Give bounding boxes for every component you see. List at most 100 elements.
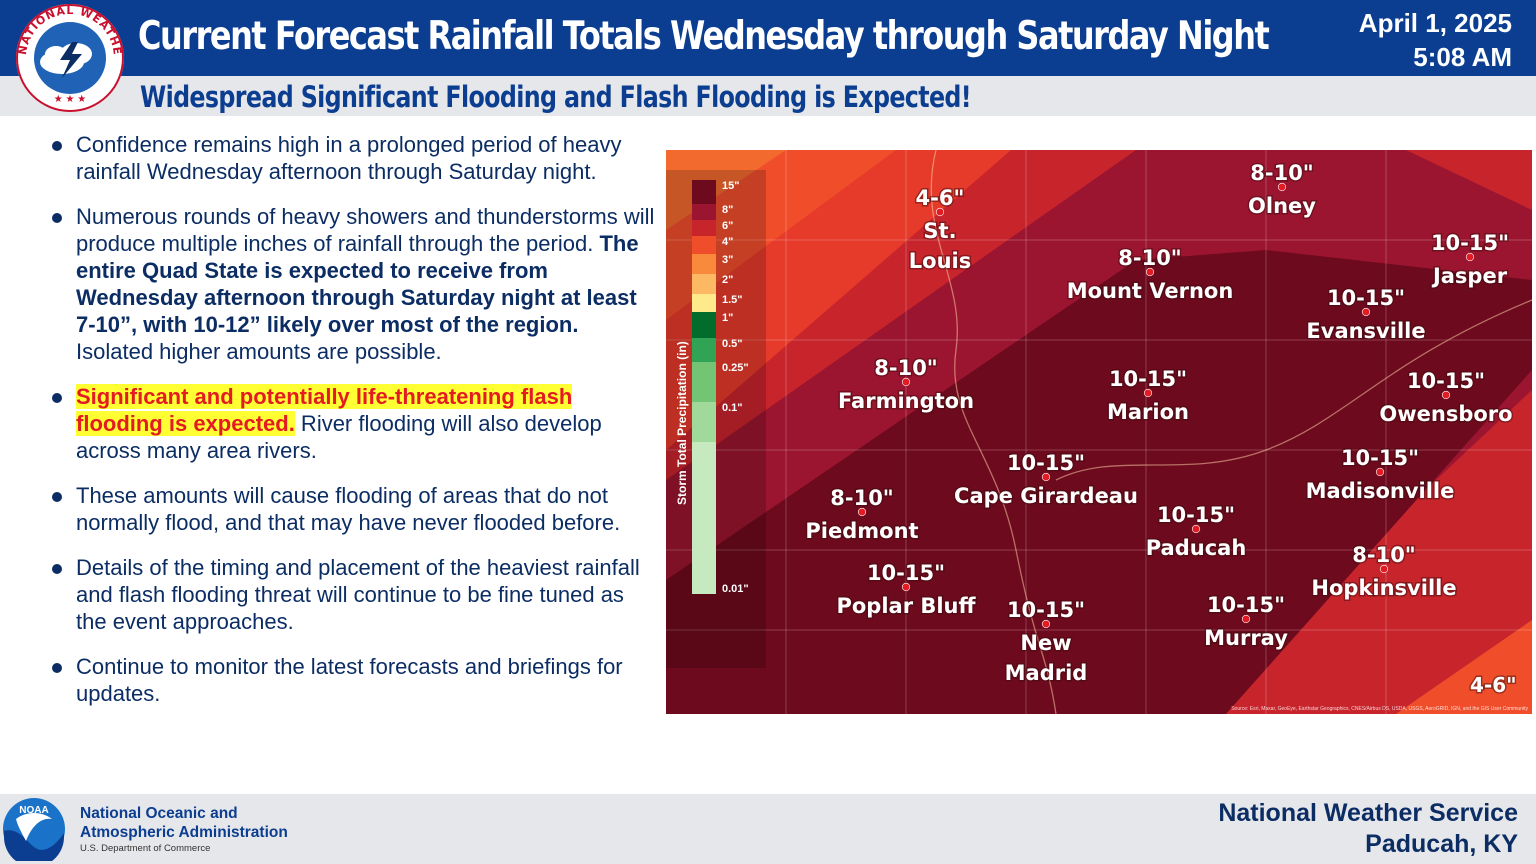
bullet-text: Details of the timing and placement of t… bbox=[76, 555, 640, 634]
city-name: Olney bbox=[1248, 194, 1316, 218]
bullet-dot-icon bbox=[52, 663, 62, 673]
noaa-logo-text: NOAA bbox=[19, 805, 48, 816]
city-name: Madrid bbox=[1005, 661, 1088, 685]
bullet-text: Continue to monitor the latest forecasts… bbox=[76, 654, 623, 706]
bullet-text: River flooding will also develop across … bbox=[76, 411, 602, 463]
city-marker: 8-10" Piedmont bbox=[804, 485, 920, 545]
city-marker: 10-15" Murray bbox=[1203, 592, 1290, 652]
city-dot-icon bbox=[901, 582, 911, 592]
city-marker: 8-10" Hopkinsville bbox=[1310, 542, 1458, 602]
city-rainfall-amount: 8-10" bbox=[830, 486, 894, 510]
city-name: Marion bbox=[1107, 400, 1189, 424]
city-marker: 4-6" St. Louis bbox=[907, 185, 972, 275]
legend-tick-label: 2" bbox=[722, 274, 733, 286]
legend-tick-label: 4" bbox=[722, 236, 733, 248]
city-dot-icon bbox=[935, 207, 945, 217]
city-name: Louis bbox=[909, 249, 971, 273]
bullet-dot-icon bbox=[52, 492, 62, 502]
legend-tick-label: 0.01" bbox=[722, 583, 749, 595]
city-rainfall-amount: 10-15" bbox=[1327, 286, 1405, 310]
city-rainfall-amount: 4-6" bbox=[916, 186, 965, 210]
office-line1: National Weather Service bbox=[1218, 799, 1518, 827]
issue-datetime: April 1, 2025 5:08 AM bbox=[1359, 6, 1512, 74]
city-rainfall-amount: 10-15" bbox=[867, 561, 945, 585]
header-bar bbox=[0, 0, 1536, 76]
legend-swatch bbox=[692, 274, 716, 294]
legend-swatch bbox=[692, 362, 716, 402]
precip-legend: 15" 8" 6" 4" 3" 2" 1.5" 1" 0.5" 0.25" 0.1" 0.01" St… bbox=[666, 170, 766, 668]
city-marker: 10-15" Marion bbox=[1105, 366, 1190, 426]
city-name: Farmington bbox=[838, 389, 974, 413]
footer-bar bbox=[0, 794, 1536, 864]
nws-logo-icon: NATIONAL WEATHER SERVICE ★ ★ ★ bbox=[12, 2, 124, 112]
legend-tick-label: 15" bbox=[722, 180, 739, 192]
legend-tick-label: 8" bbox=[722, 204, 733, 216]
legend-swatch bbox=[692, 294, 716, 312]
city-marker: 10-15" New Madrid bbox=[1003, 597, 1089, 687]
city-marker: 10-15" Paducah bbox=[1144, 502, 1248, 562]
city-dot-icon bbox=[1041, 472, 1051, 482]
city-dot-icon bbox=[1241, 614, 1251, 624]
rainfall-map: 15" 8" 6" 4" 3" 2" 1.5" 1" 0.5" 0.25" 0.1" 0.01" St… bbox=[666, 150, 1532, 714]
noaa-name-line2: Atmospheric Administration bbox=[80, 824, 288, 841]
city-rainfall-amount: 10-15" bbox=[1341, 446, 1419, 470]
city-marker: 8-10" Mount Vernon bbox=[1065, 245, 1235, 305]
issue-time: 5:08 AM bbox=[1413, 42, 1512, 72]
bullet-item: Continue to monitor the latest forecasts… bbox=[50, 653, 655, 707]
legend-swatch bbox=[692, 402, 716, 442]
city-marker: 10-15" Evansville bbox=[1305, 285, 1427, 345]
legend-tick-label: 3" bbox=[722, 254, 733, 266]
city-rainfall-amount: 8-10" bbox=[1118, 246, 1182, 270]
bullet-item: Confidence remains high in a prolonged p… bbox=[50, 131, 655, 185]
office-name: National Weather Service Paducah, KY bbox=[1218, 798, 1518, 860]
subheader-bar bbox=[0, 76, 1536, 116]
legend-tick-label: 1" bbox=[722, 312, 733, 324]
city-marker: 10-15" Jasper bbox=[1429, 230, 1510, 290]
bullet-list: Confidence remains high in a prolonged p… bbox=[50, 131, 655, 725]
svg-text:★ ★ ★: ★ ★ ★ bbox=[54, 94, 86, 105]
bullet-item: Numerous rounds of heavy showers and thu… bbox=[50, 203, 655, 365]
city-rainfall-amount: 8-10" bbox=[1352, 543, 1416, 567]
legend-tick-label: 1.5" bbox=[722, 294, 743, 306]
legend-swatch bbox=[692, 254, 716, 274]
city-dot-icon bbox=[1441, 390, 1451, 400]
bullet-item: These amounts will cause flooding of are… bbox=[50, 482, 655, 536]
city-name: Cape Girardeau bbox=[954, 484, 1138, 508]
bullet-dot-icon bbox=[52, 141, 62, 151]
legend-tick-label: 0.1" bbox=[722, 402, 743, 414]
city-dot-icon bbox=[1361, 307, 1371, 317]
legend-swatch bbox=[692, 180, 716, 204]
city-name: Owensboro bbox=[1379, 402, 1512, 426]
city-name: Paducah bbox=[1146, 536, 1247, 560]
city-marker: 8-10" Olney bbox=[1247, 160, 1318, 220]
map-corner-label: 4-6" bbox=[1470, 673, 1517, 697]
city-rainfall-amount: 8-10" bbox=[874, 356, 938, 380]
city-name: Piedmont bbox=[805, 519, 918, 543]
city-name: St. bbox=[923, 219, 956, 243]
noaa-department: U.S. Department of Commerce bbox=[80, 843, 211, 854]
bullet-item: Details of the timing and placement of t… bbox=[50, 554, 655, 635]
city-dot-icon bbox=[1277, 182, 1287, 192]
legend-swatch bbox=[692, 338, 716, 362]
city-marker: 8-10" Farmington bbox=[836, 355, 975, 415]
legend-swatch bbox=[692, 236, 716, 254]
legend-swatch bbox=[692, 204, 716, 220]
city-marker: 10-15" Poplar Bluff bbox=[835, 560, 978, 620]
city-dot-icon bbox=[1375, 467, 1385, 477]
legend-tick-label: 0.5" bbox=[722, 338, 743, 350]
city-name: Poplar Bluff bbox=[836, 594, 976, 618]
city-dot-icon bbox=[901, 377, 911, 387]
bullet-tail-text: Isolated higher amounts are possible. bbox=[76, 339, 442, 364]
city-name: Hopkinsville bbox=[1311, 576, 1456, 600]
city-rainfall-amount: 10-15" bbox=[1157, 503, 1235, 527]
city-dot-icon bbox=[1145, 267, 1155, 277]
noaa-name-line1: National Oceanic and bbox=[80, 805, 238, 822]
bullet-dot-icon bbox=[52, 213, 62, 223]
city-marker: 10-15" Cape Girardeau bbox=[953, 450, 1140, 510]
noaa-logo-icon: NOAA bbox=[3, 798, 65, 861]
city-dot-icon bbox=[857, 507, 867, 517]
bullet-dot-icon bbox=[52, 393, 62, 403]
legend-title: Storm Total Precipitation (in) bbox=[675, 341, 689, 505]
bullet-bold-text: The entire Quad State is expected to rec… bbox=[76, 231, 639, 337]
bullet-text: Numerous rounds of heavy showers and thu… bbox=[76, 204, 655, 256]
